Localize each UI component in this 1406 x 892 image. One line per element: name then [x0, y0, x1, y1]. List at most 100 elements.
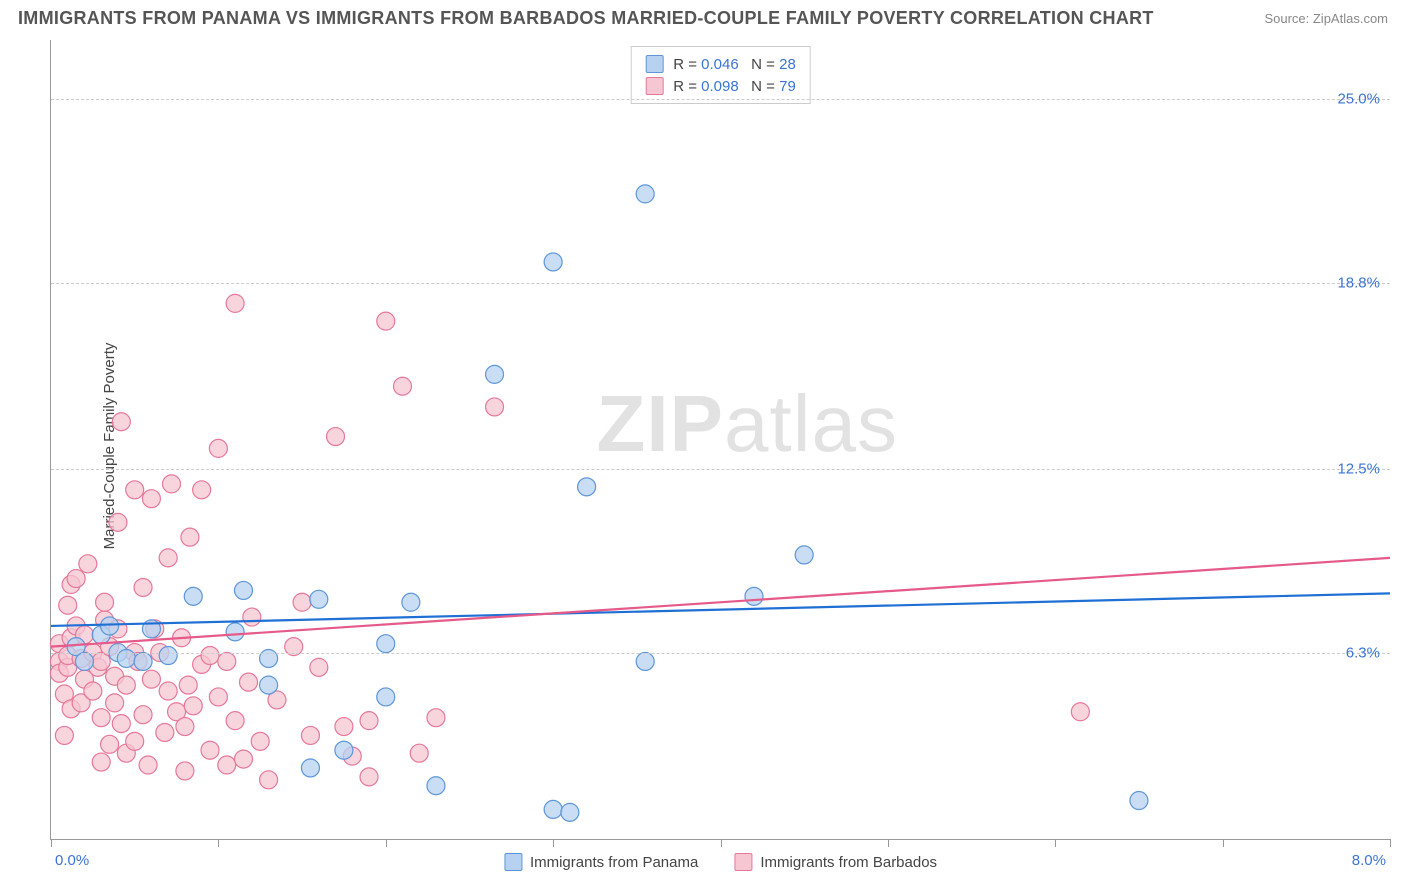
chart-title: IMMIGRANTS FROM PANAMA VS IMMIGRANTS FRO…	[18, 8, 1154, 29]
swatch-barbados	[645, 77, 663, 95]
r-value-barbados: 0.098	[701, 78, 739, 95]
data-point	[126, 732, 144, 750]
data-point	[55, 726, 73, 744]
swatch-panama-bottom	[504, 853, 522, 871]
data-point	[795, 546, 813, 564]
data-point	[410, 744, 428, 762]
legend-row-panama: R = 0.046 N = 28	[645, 53, 796, 75]
data-point	[109, 513, 127, 531]
data-point	[117, 676, 135, 694]
data-point	[184, 587, 202, 605]
data-point	[360, 712, 378, 730]
y-tick-label: 6.3%	[1346, 644, 1380, 661]
data-point	[234, 581, 252, 599]
data-point	[106, 694, 124, 712]
correlation-legend: R = 0.046 N = 28 R = 0.098 N = 79	[630, 46, 811, 104]
x-tick	[553, 839, 554, 847]
data-point	[112, 413, 130, 431]
data-point	[184, 697, 202, 715]
x-tick	[721, 839, 722, 847]
x-tick	[51, 839, 52, 847]
data-point	[636, 652, 654, 670]
n-value-panama: 28	[779, 56, 796, 73]
data-point	[139, 756, 157, 774]
swatch-barbados-bottom	[734, 853, 752, 871]
legend-label-panama: Immigrants from Panama	[530, 854, 698, 871]
data-point	[486, 398, 504, 416]
series-legend: Immigrants from Panama Immigrants from B…	[504, 853, 937, 871]
data-point	[226, 712, 244, 730]
data-point	[578, 478, 596, 496]
data-point	[92, 709, 110, 727]
data-point	[101, 617, 119, 635]
data-point	[159, 549, 177, 567]
data-point	[193, 481, 211, 499]
x-axis-min-label: 0.0%	[55, 852, 89, 869]
source-label: Source: ZipAtlas.com	[1264, 11, 1388, 26]
y-tick-label: 18.8%	[1337, 274, 1380, 291]
data-point	[156, 723, 174, 741]
plot-area: ZIPatlas R = 0.046 N = 28 R = 0.098 N = …	[50, 40, 1390, 840]
data-point	[75, 652, 93, 670]
data-point	[544, 253, 562, 271]
data-point	[218, 652, 236, 670]
legend-item-barbados: Immigrants from Barbados	[734, 853, 937, 871]
data-point	[112, 715, 130, 733]
data-point	[636, 185, 654, 203]
data-point	[335, 741, 353, 759]
gridline	[51, 469, 1390, 470]
legend-item-panama: Immigrants from Panama	[504, 853, 698, 871]
gridline	[51, 99, 1390, 100]
data-point	[1130, 792, 1148, 810]
data-point	[92, 753, 110, 771]
data-point	[226, 623, 244, 641]
data-point	[377, 635, 395, 653]
data-point	[240, 673, 258, 691]
data-point	[209, 439, 227, 457]
data-point	[142, 490, 160, 508]
data-point	[67, 570, 85, 588]
data-point	[101, 735, 119, 753]
data-point	[209, 688, 227, 706]
data-point	[561, 803, 579, 821]
swatch-panama	[645, 55, 663, 73]
data-point	[176, 762, 194, 780]
data-point	[163, 475, 181, 493]
data-point	[179, 676, 197, 694]
data-point	[201, 741, 219, 759]
x-tick	[1055, 839, 1056, 847]
data-point	[427, 709, 445, 727]
data-point	[260, 676, 278, 694]
data-point	[301, 726, 319, 744]
data-point	[377, 312, 395, 330]
data-point	[96, 593, 114, 611]
x-tick	[1223, 839, 1224, 847]
data-point	[377, 688, 395, 706]
data-point	[159, 647, 177, 665]
data-point	[142, 670, 160, 688]
y-tick-label: 12.5%	[1337, 461, 1380, 478]
y-tick-label: 25.0%	[1337, 91, 1380, 108]
data-point	[251, 732, 269, 750]
scatter-svg	[51, 40, 1390, 839]
gridline	[51, 653, 1390, 654]
data-point	[335, 718, 353, 736]
n-value-barbados: 79	[779, 78, 796, 95]
data-point	[84, 682, 102, 700]
gridline	[51, 283, 1390, 284]
legend-label-barbados: Immigrants from Barbados	[760, 854, 937, 871]
data-point	[402, 593, 420, 611]
r-value-panama: 0.046	[701, 56, 739, 73]
data-point	[159, 682, 177, 700]
data-point	[293, 593, 311, 611]
data-point	[745, 587, 763, 605]
data-point	[310, 658, 328, 676]
data-point	[310, 590, 328, 608]
data-point	[234, 750, 252, 768]
legend-row-barbados: R = 0.098 N = 79	[645, 75, 796, 97]
data-point	[360, 768, 378, 786]
data-point	[427, 777, 445, 795]
data-point	[218, 756, 236, 774]
data-point	[126, 481, 144, 499]
data-point	[134, 706, 152, 724]
